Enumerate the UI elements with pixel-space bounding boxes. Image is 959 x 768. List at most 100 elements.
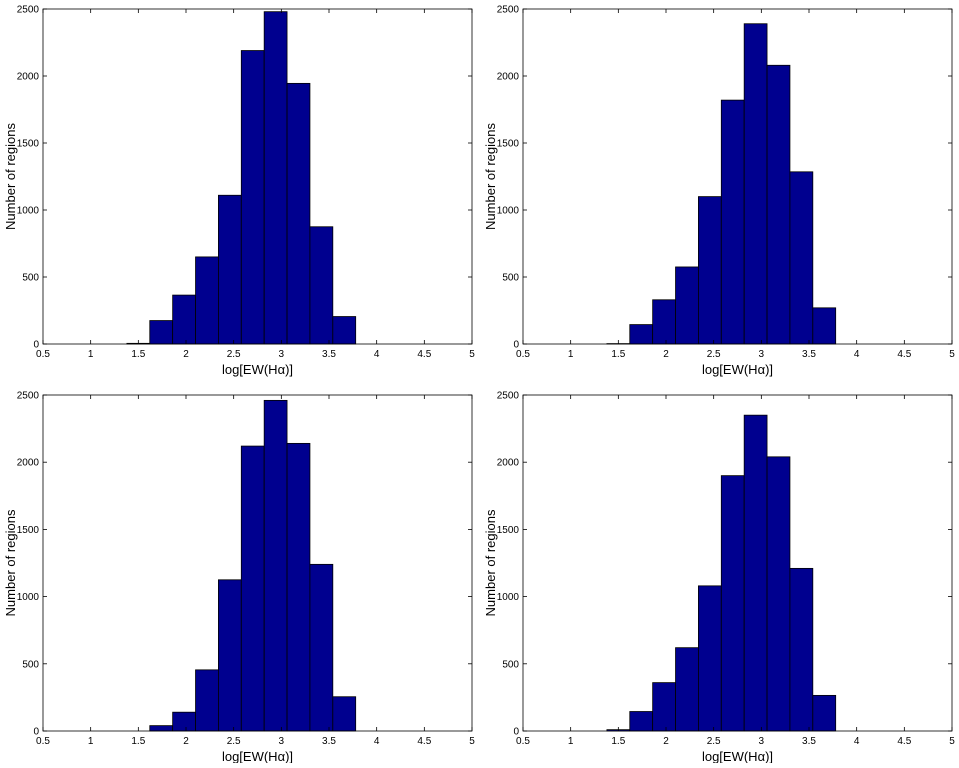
histogram-bar (218, 195, 241, 344)
bars (607, 24, 836, 344)
histogram-bar (173, 295, 196, 344)
histogram-bar (653, 300, 676, 344)
y-tick-label: 0 (33, 340, 39, 351)
histogram-bar (790, 568, 813, 731)
y-tick-label: 1000 (497, 592, 520, 603)
y-tick-label: 2000 (17, 458, 40, 469)
histogram-bar (264, 400, 287, 731)
histogram-bar (150, 321, 173, 344)
histogram-bar (721, 476, 744, 731)
bars (607, 415, 836, 731)
y-axis-label: Number of regions (483, 509, 498, 616)
histogram-bar (698, 197, 721, 344)
x-tick-label: 2.5 (227, 736, 241, 747)
x-tick-label: 0.5 (516, 349, 530, 360)
x-tick-label: 4 (374, 349, 380, 360)
x-tick-label: 0.5 (36, 349, 50, 360)
y-axis-label: Number of regions (3, 509, 18, 616)
y-tick-label: 1500 (17, 139, 40, 150)
y-tick-label: 1500 (497, 139, 520, 150)
y-tick-label: 0 (513, 727, 519, 738)
x-tick-label: 1 (568, 349, 574, 360)
x-tick-label: 2 (183, 349, 189, 360)
y-tick-label: 1500 (497, 525, 520, 536)
x-axis-label: log[EW(Hα)] (222, 749, 293, 763)
x-tick-label: 3.5 (802, 349, 816, 360)
histogram-bar (241, 51, 264, 344)
x-tick-label: 4 (854, 349, 860, 360)
x-tick-label: 1 (568, 736, 574, 747)
x-tick-label: 1.5 (611, 349, 625, 360)
x-axis-label: log[EW(Hα)] (702, 362, 773, 377)
x-tick-label: 0.5 (36, 736, 50, 747)
x-tick-label: 1 (88, 349, 94, 360)
histogram-bar (653, 683, 676, 731)
histogram-bar (264, 12, 287, 344)
histogram-bar (310, 227, 333, 344)
y-tick-label: 2500 (497, 391, 520, 402)
x-tick-label: 3.5 (802, 736, 816, 747)
histogram-bar (196, 257, 219, 344)
histogram-bar (676, 648, 699, 731)
x-tick-label: 5 (949, 349, 955, 360)
y-tick-label: 1000 (17, 592, 40, 603)
x-tick-label: 1 (88, 736, 94, 747)
histogram-bar (744, 415, 767, 731)
histogram-bar (698, 586, 721, 731)
histogram-bar (150, 726, 173, 731)
histogram-bar (744, 24, 767, 344)
histogram-bar (767, 457, 790, 731)
x-tick-label: 1.5 (131, 736, 145, 747)
x-tick-label: 2.5 (707, 736, 721, 747)
y-tick-label: 500 (502, 659, 519, 670)
x-tick-label: 2 (663, 736, 669, 747)
x-tick-label: 3 (759, 349, 765, 360)
x-tick-label: 3.5 (322, 349, 336, 360)
histogram-bar (310, 564, 333, 731)
histogram-bar (630, 712, 653, 731)
x-axis-label: log[EW(Hα)] (702, 749, 773, 763)
histogram-bar (813, 308, 836, 344)
x-tick-label: 3.5 (322, 736, 336, 747)
histogram-bar (333, 317, 356, 344)
x-tick-label: 0.5 (516, 736, 530, 747)
x-tick-label: 3 (279, 349, 285, 360)
x-tick-label: 2 (183, 736, 189, 747)
x-tick-label: 5 (949, 736, 955, 747)
bars (150, 400, 356, 731)
y-tick-label: 500 (502, 273, 519, 284)
x-tick-label: 4.5 (417, 349, 431, 360)
x-tick-label: 2.5 (707, 349, 721, 360)
histogram-bar (173, 712, 196, 731)
x-tick-label: 2 (663, 349, 669, 360)
bars (127, 12, 356, 344)
x-tick-label: 3 (279, 736, 285, 747)
x-axis-label: log[EW(Hα)] (222, 362, 293, 377)
x-tick-label: 3 (759, 736, 765, 747)
y-tick-label: 500 (22, 659, 39, 670)
y-tick-label: 500 (22, 273, 39, 284)
histogram-bar (790, 172, 813, 344)
y-tick-label: 2500 (17, 5, 40, 16)
histogram-bar (287, 83, 310, 344)
y-tick-label: 1000 (17, 206, 40, 217)
y-tick-label: 2500 (17, 391, 40, 402)
y-tick-label: 0 (33, 727, 39, 738)
x-tick-label: 4.5 (417, 736, 431, 747)
histogram-bar (721, 100, 744, 344)
y-tick-label: 2000 (497, 458, 520, 469)
y-tick-label: 2000 (17, 72, 40, 83)
x-tick-label: 1.5 (611, 736, 625, 747)
y-axis-label: Number of regions (3, 123, 18, 230)
histogram-bar (218, 580, 241, 731)
x-tick-label: 5 (469, 736, 475, 747)
y-tick-label: 2500 (497, 5, 520, 16)
histogram-bar (630, 325, 653, 344)
histogram-bar (333, 697, 356, 731)
y-axis-label: Number of regions (483, 123, 498, 230)
